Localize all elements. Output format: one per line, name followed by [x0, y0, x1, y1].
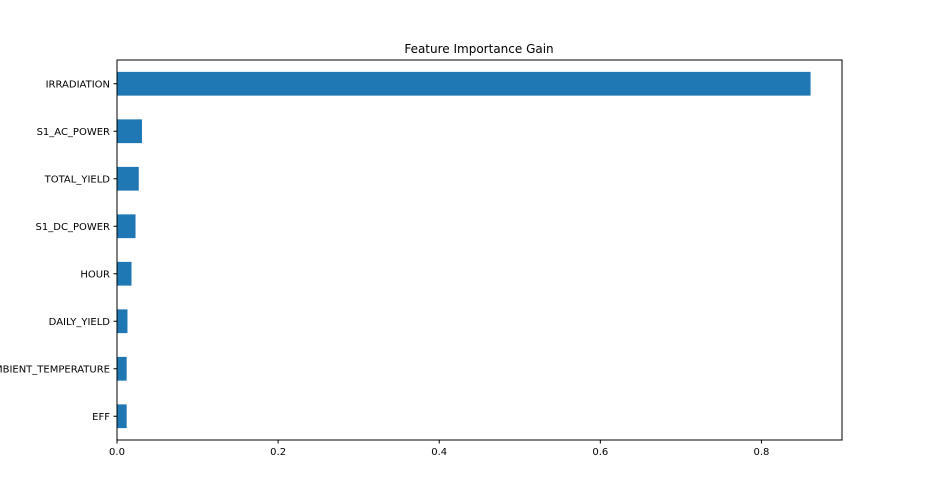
- y-tick-label: IRRADIATION: [46, 79, 110, 90]
- x-tick-label: 0.4: [431, 447, 447, 458]
- bar-total-yield: [117, 166, 139, 191]
- bars-group: [117, 71, 811, 429]
- y-tick-label: EFF: [92, 412, 110, 423]
- bar-eff: [117, 404, 127, 429]
- bar-daily-yield: [117, 309, 128, 334]
- bar-irradiation: [117, 71, 811, 96]
- bar-s1-ac-power: [117, 119, 142, 144]
- x-axis-ticks: 0.0 0.2 0.4 0.6 0.8: [109, 440, 769, 458]
- y-axis-ticks: IRRADIATION S1_AC_POWER TOTAL_YIELD S1_DC_P…: [0, 79, 117, 423]
- x-tick-label: 0.2: [270, 447, 286, 458]
- x-tick-label: 0.8: [753, 447, 769, 458]
- bar-hour: [117, 261, 132, 286]
- y-tick-label: AMBIENT_TEMPERATURE: [0, 364, 110, 375]
- bar-s1-dc-power: [117, 214, 136, 239]
- bar-ambient-temperature: [117, 356, 127, 381]
- y-tick-label: HOUR: [80, 269, 110, 280]
- y-tick-label: S1_DC_POWER: [36, 222, 111, 233]
- y-tick-label: S1_AC_POWER: [37, 127, 110, 138]
- chart-title: Feature Importance Gain: [404, 42, 553, 56]
- x-tick-label: 0.6: [592, 447, 608, 458]
- y-tick-label: DAILY_YIELD: [49, 317, 111, 328]
- plot-frame: [116, 59, 843, 441]
- y-tick-label: TOTAL_YIELD: [44, 174, 111, 185]
- x-tick-label: 0.0: [109, 447, 125, 458]
